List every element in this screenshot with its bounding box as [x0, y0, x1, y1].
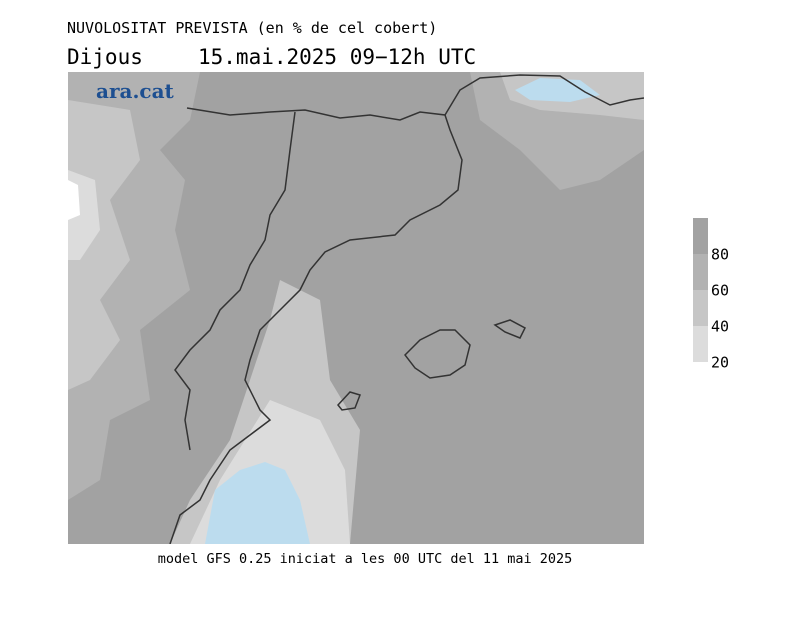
legend-label: 80 [711, 246, 729, 264]
legend-band [693, 290, 708, 326]
clear-area [68, 180, 80, 220]
clear-area [205, 462, 310, 544]
legend-band [693, 326, 708, 362]
legend-label: 40 [711, 318, 729, 336]
coastline [169, 74, 644, 544]
date: 15.mai.2025 09−12h UTC [198, 45, 477, 69]
logo: ara.cat [96, 79, 175, 103]
title: NUVOLOSITAT PREVISTA (en % de cel cobert… [67, 19, 438, 37]
legend-label: 60 [711, 282, 729, 300]
legend: 20 40 60 80 [693, 218, 729, 372]
clear-area [515, 78, 600, 102]
legend-label: 20 [711, 354, 729, 372]
footer: model GFS 0.25 iniciat a les 00 UTC del … [157, 551, 573, 567]
legend-band [693, 254, 708, 290]
day: Dijous [67, 45, 143, 69]
map [68, 72, 644, 544]
legend-band [693, 218, 708, 254]
cloud-area [68, 100, 140, 390]
